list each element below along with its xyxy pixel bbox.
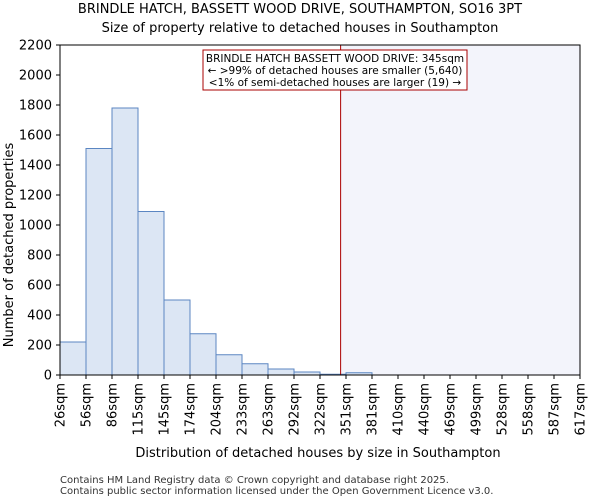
x-tick-label: 381sqm bbox=[366, 383, 381, 436]
chart-subtitle: Size of property relative to detached ho… bbox=[102, 21, 499, 36]
x-tick-label: 233sqm bbox=[236, 383, 251, 436]
bar-0 bbox=[59, 341, 87, 376]
x-tick-label: 617sqm bbox=[574, 383, 589, 436]
x-tick-label: 174sqm bbox=[184, 383, 199, 436]
plot-background bbox=[340, 45, 580, 375]
y-tick-label: 1400 bbox=[19, 159, 52, 174]
x-tick-label: 145sqm bbox=[158, 383, 173, 436]
x-tick-label: 204sqm bbox=[210, 383, 225, 436]
x-tick-label: 322sqm bbox=[314, 383, 329, 436]
x-tick-label: 499sqm bbox=[470, 383, 485, 436]
x-tick-label: 26sqm bbox=[54, 383, 69, 427]
bar-3 bbox=[137, 211, 165, 376]
y-tick-label: 1000 bbox=[19, 219, 52, 234]
y-tick-label: 1600 bbox=[19, 129, 52, 144]
y-tick-label: 1200 bbox=[19, 189, 52, 204]
x-tick-label: 410sqm bbox=[392, 383, 407, 436]
x-axis-ticks: 26sqm 56sqm 86sqm 115sqm 145sqm 174sqm 204sqm 2… bbox=[54, 375, 589, 436]
bar-4 bbox=[163, 299, 191, 376]
x-tick-label: 587sqm bbox=[548, 383, 563, 436]
highlight-region bbox=[340, 45, 580, 375]
y-axis-label: Number of detached properties bbox=[2, 143, 17, 348]
footer-line-2: Contains public sector information licen… bbox=[60, 486, 493, 497]
y-tick-label: 800 bbox=[27, 249, 52, 264]
y-tick-label: 600 bbox=[27, 279, 52, 294]
x-tick-label: 558sqm bbox=[522, 383, 537, 436]
x-tick-label: 86sqm bbox=[106, 383, 121, 427]
bar-8 bbox=[267, 368, 295, 376]
annotation-line-1: BRINDLE HATCH BASSETT WOOD DRIVE: 345sqm bbox=[206, 53, 464, 65]
x-tick-label: 528sqm bbox=[496, 383, 511, 436]
y-tick-label: 1800 bbox=[19, 99, 52, 114]
x-tick-label: 56sqm bbox=[80, 383, 95, 427]
chart-title: BRINDLE HATCH, BASSETT WOOD DRIVE, SOUTH… bbox=[78, 2, 522, 17]
y-tick-label: 2200 bbox=[19, 39, 52, 54]
x-tick-label: 469sqm bbox=[444, 383, 459, 436]
bar-2 bbox=[111, 107, 139, 376]
bar-6 bbox=[215, 354, 243, 376]
x-tick-label: 440sqm bbox=[418, 383, 433, 436]
bar-1 bbox=[85, 148, 113, 376]
y-axis-ticks: 0 200 400 600 800 1000 1200 1400 1600 1800 2000 220… bbox=[19, 39, 60, 384]
x-tick-label: 351sqm bbox=[340, 383, 355, 436]
x-tick-label: 292sqm bbox=[288, 383, 303, 436]
x-axis-label: Distribution of detached houses by size … bbox=[135, 446, 500, 461]
y-tick-label: 200 bbox=[27, 339, 52, 354]
bar-7 bbox=[241, 363, 269, 376]
annotation-line-2: ← >99% of detached houses are smaller (5… bbox=[208, 65, 463, 77]
footer-line-1: Contains HM Land Registry data © Crown c… bbox=[60, 475, 449, 486]
x-tick-label: 115sqm bbox=[132, 383, 147, 436]
x-tick-label: 263sqm bbox=[262, 383, 277, 436]
bar-5 bbox=[189, 333, 217, 376]
annotation-box: BRINDLE HATCH BASSETT WOOD DRIVE: 345sqm… bbox=[202, 49, 468, 91]
y-tick-label: 0 bbox=[44, 369, 52, 384]
histogram-bars bbox=[59, 107, 373, 376]
y-tick-label: 400 bbox=[27, 309, 52, 324]
y-tick-label: 2000 bbox=[19, 69, 52, 84]
annotation-border bbox=[202, 49, 468, 91]
annotation-line-3: <1% of semi-detached houses are larger (… bbox=[209, 77, 462, 89]
